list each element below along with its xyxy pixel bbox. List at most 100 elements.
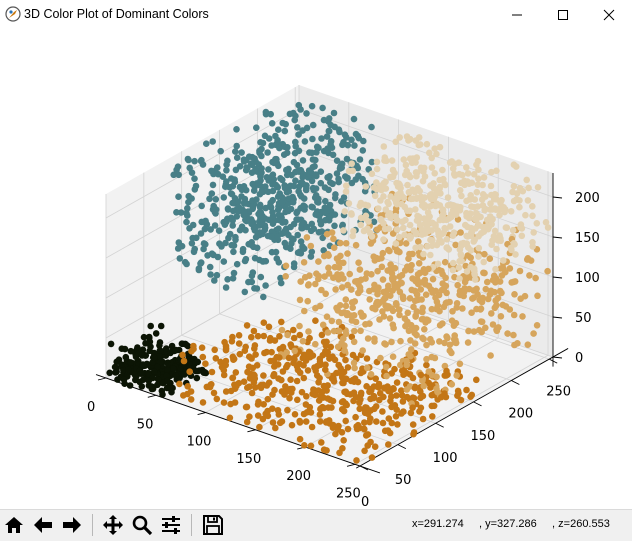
data-point bbox=[348, 286, 355, 293]
data-point bbox=[230, 356, 237, 364]
data-point bbox=[411, 384, 419, 392]
data-point bbox=[278, 376, 285, 384]
data-point bbox=[382, 178, 389, 186]
home-button[interactable] bbox=[1, 512, 27, 538]
data-point bbox=[357, 327, 364, 335]
data-point bbox=[388, 274, 396, 282]
gridline bbox=[298, 268, 554, 358]
gridline bbox=[298, 108, 554, 198]
data-point bbox=[421, 326, 428, 333]
data-point bbox=[342, 356, 349, 364]
z-tick-label: 100 bbox=[575, 271, 600, 286]
minimize-button[interactable] bbox=[494, 0, 540, 29]
data-point bbox=[373, 418, 380, 425]
data-point bbox=[335, 327, 343, 335]
data-point bbox=[419, 415, 427, 423]
data-point bbox=[256, 147, 263, 155]
data-point bbox=[510, 311, 518, 319]
data-point bbox=[439, 166, 446, 174]
data-point bbox=[392, 413, 400, 420]
data-point bbox=[200, 245, 207, 253]
data-point bbox=[511, 291, 518, 298]
pan-button[interactable] bbox=[100, 512, 126, 538]
data-point bbox=[368, 170, 376, 178]
data-point bbox=[242, 255, 250, 263]
data-point bbox=[444, 194, 452, 201]
plot-canvas[interactable]: 0501001502002500501001502002500501001502… bbox=[0, 29, 632, 509]
data-point bbox=[400, 156, 408, 163]
data-point bbox=[421, 173, 429, 180]
data-point bbox=[380, 313, 388, 320]
forward-button[interactable] bbox=[59, 512, 85, 538]
data-point bbox=[290, 334, 298, 342]
data-point bbox=[121, 380, 128, 388]
data-point bbox=[191, 157, 198, 165]
data-point bbox=[232, 369, 240, 376]
data-point bbox=[202, 217, 209, 225]
save-button[interactable] bbox=[200, 512, 226, 538]
data-point bbox=[304, 297, 312, 305]
data-point bbox=[512, 163, 520, 170]
zoom-button[interactable] bbox=[129, 512, 155, 538]
data-point bbox=[533, 322, 541, 329]
data-point bbox=[236, 350, 244, 358]
data-point bbox=[463, 164, 470, 171]
data-point bbox=[190, 248, 198, 256]
data-point bbox=[323, 313, 331, 321]
data-point bbox=[317, 179, 325, 187]
data-point bbox=[450, 229, 458, 236]
data-point bbox=[172, 346, 180, 354]
data-point bbox=[423, 140, 431, 148]
data-point bbox=[259, 415, 267, 423]
data-point bbox=[381, 184, 388, 192]
data-point bbox=[471, 196, 479, 203]
data-point bbox=[127, 347, 135, 355]
data-point bbox=[374, 298, 382, 306]
data-point bbox=[464, 233, 471, 240]
maximize-button[interactable] bbox=[540, 0, 586, 29]
data-point bbox=[175, 239, 183, 246]
data-point bbox=[321, 204, 329, 211]
data-point bbox=[387, 173, 394, 181]
data-point bbox=[260, 401, 268, 408]
data-point bbox=[281, 239, 289, 247]
data-point bbox=[154, 375, 162, 383]
data-point bbox=[491, 191, 499, 198]
data-point bbox=[464, 339, 472, 346]
data-point bbox=[337, 239, 344, 247]
data-point bbox=[403, 386, 411, 393]
data-point bbox=[254, 412, 262, 419]
data-point bbox=[491, 227, 499, 235]
data-point bbox=[418, 316, 426, 323]
data-point bbox=[319, 321, 327, 329]
data-point bbox=[376, 396, 383, 404]
data-point bbox=[349, 351, 357, 359]
data-point bbox=[230, 248, 237, 256]
data-point bbox=[183, 218, 190, 226]
x-tick-label: 50 bbox=[137, 417, 154, 432]
back-button[interactable] bbox=[30, 512, 56, 538]
data-point bbox=[355, 281, 362, 288]
data-point bbox=[242, 226, 249, 234]
data-point bbox=[429, 413, 436, 420]
data-point bbox=[163, 372, 171, 380]
data-point bbox=[286, 110, 294, 118]
close-button[interactable] bbox=[586, 0, 632, 29]
data-point bbox=[492, 297, 500, 304]
data-point bbox=[221, 338, 228, 346]
data-point bbox=[284, 361, 291, 369]
configure-subplots-button[interactable] bbox=[158, 512, 184, 538]
data-point bbox=[361, 419, 368, 426]
data-point bbox=[493, 167, 500, 175]
data-point bbox=[224, 276, 231, 283]
window-title: 3D Color Plot of Dominant Colors bbox=[24, 7, 209, 21]
data-point bbox=[387, 292, 394, 300]
x-tick bbox=[247, 429, 256, 433]
data-point bbox=[522, 211, 529, 219]
data-point bbox=[306, 349, 314, 356]
data-point bbox=[454, 281, 462, 289]
data-point bbox=[448, 158, 456, 165]
data-point bbox=[414, 271, 422, 278]
data-point bbox=[405, 188, 413, 196]
data-point bbox=[291, 356, 298, 363]
